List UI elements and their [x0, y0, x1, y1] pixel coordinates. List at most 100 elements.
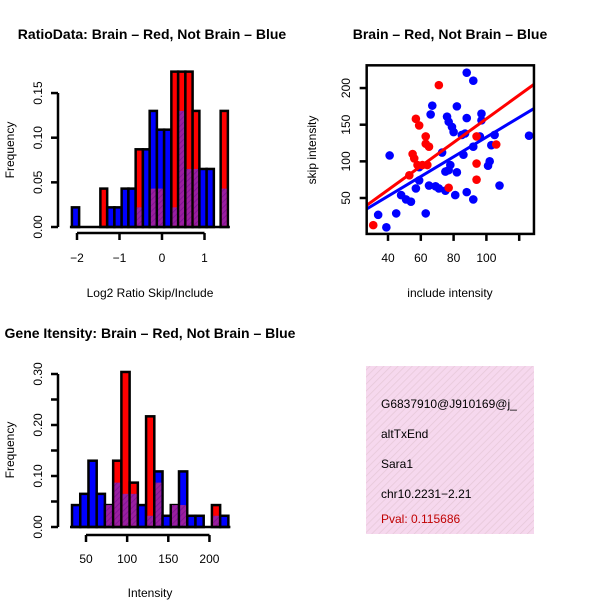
overlap-bar: [179, 110, 185, 226]
not-brain-point: [421, 209, 431, 218]
y-tick-label: 0.15: [31, 81, 45, 105]
brain-point: [491, 140, 501, 149]
y-tick-label: 0.10: [31, 464, 45, 488]
chart-title: Brain – Red, Not Brain – Blue: [353, 26, 548, 42]
not-brain-point: [452, 102, 462, 111]
x-tick-label: 100: [476, 251, 496, 265]
x-tick-label: 200: [199, 552, 219, 566]
brain-point: [434, 80, 444, 90]
not-brain-bar: [194, 514, 205, 529]
plot-box: [365, 64, 536, 236]
gene-intensity-histogram-panel: Gene Itensity: Brain – Red, Not Brain – …: [3, 325, 296, 600]
not-brain-point: [462, 113, 472, 123]
info-id: G6837910@J910169@j_: [381, 397, 517, 411]
overlap-bar: [106, 505, 112, 526]
intensity-scatter-panel: Brain – Red, Not Brain – Blue include in…: [305, 26, 547, 300]
y-tick-label: 50: [339, 191, 353, 205]
y-tick-label: 0.30: [31, 362, 45, 386]
brain-point: [414, 121, 424, 130]
ratio-histogram-panel: RatioData: Brain – Red, Not Brain – Blue…: [3, 26, 286, 300]
overlap-bar: [180, 505, 187, 526]
y-tick-label: 0.10: [31, 126, 45, 150]
overlap-bar: [130, 493, 137, 526]
x-tick-label: 150: [158, 552, 178, 566]
not-brain-point: [524, 131, 534, 140]
info-event-type: altTxEnd: [381, 427, 428, 441]
x-tick-label: −1: [113, 251, 127, 265]
not-brain-bar: [205, 167, 216, 229]
not-brain-bar: [70, 206, 81, 229]
x-tick-label: 40: [381, 251, 395, 265]
not-brain-point: [411, 184, 421, 193]
x-axis-label: Log2 Ratio Skip/Include: [87, 286, 214, 300]
brain-point: [421, 132, 431, 141]
brain-fit-line: [365, 83, 535, 207]
brain-point: [444, 183, 453, 193]
chart-title: Gene Itensity: Brain – Red, Not Brain – …: [5, 325, 296, 341]
not-brain-point: [468, 76, 478, 86]
info-pval: Pval: 0.115686: [381, 512, 460, 526]
not-brain-point: [427, 101, 437, 110]
not-brain-point: [449, 127, 458, 137]
overlap-bar: [150, 188, 156, 226]
y-axis-label: Frequency: [3, 122, 17, 179]
x-axis-label: Intensity: [128, 586, 173, 600]
overlap-bar: [122, 493, 129, 526]
y-tick-label: 0.20: [31, 413, 45, 437]
not-brain-point: [424, 181, 434, 190]
brain-point: [368, 220, 378, 230]
x-tick-label: 0: [159, 251, 166, 265]
chart-title: RatioData: Brain – Red, Not Brain – Blue: [18, 26, 287, 42]
info-location: chr10.2231−2.21: [381, 487, 472, 501]
overlap-bar: [213, 515, 219, 526]
overlap-bar: [193, 168, 199, 226]
not-brain-point: [373, 210, 383, 220]
not-brain-point: [450, 190, 460, 200]
brain-point: [411, 114, 421, 124]
not-brain-point: [495, 181, 504, 190]
not-brain-point: [462, 68, 472, 77]
info-gene: Sara1: [381, 457, 413, 471]
not-brain-point: [468, 195, 478, 204]
not-brain-point: [434, 184, 444, 193]
not-brain-point: [483, 161, 493, 171]
overlap-bar: [158, 188, 163, 226]
not-brain-point: [452, 168, 462, 177]
overlap-bar: [136, 207, 142, 226]
info-panel: G6837910@J910169@j_ altTxEnd Sara1 chr10…: [366, 366, 534, 534]
y-tick-label: 150: [339, 114, 353, 134]
not-brain-point: [382, 223, 391, 232]
x-tick-label: 60: [414, 251, 428, 265]
overlap-bar: [221, 188, 227, 226]
y-tick-label: 0.00: [31, 515, 45, 539]
y-tick-label: 0.05: [31, 170, 45, 194]
x-tick-label: −2: [70, 251, 84, 265]
y-tick-label: 200: [339, 78, 353, 98]
y-axis-label: Frequency: [3, 422, 17, 479]
x-tick-label: 100: [117, 552, 137, 566]
x-tick-label: 80: [447, 251, 461, 265]
x-axis-label: include intensity: [407, 286, 492, 300]
not-brain-point: [462, 187, 472, 197]
overlap-bar: [186, 168, 192, 226]
info-box: [366, 366, 534, 534]
brain-point: [409, 154, 419, 163]
overlap-bar: [172, 207, 177, 226]
x-tick-label: 1: [201, 251, 208, 265]
not-brain-bar: [218, 514, 230, 529]
not-brain-point: [444, 165, 453, 175]
y-tick-label: 0.00: [31, 215, 45, 239]
not-brain-fit-line: [365, 107, 535, 211]
x-tick-label: 50: [79, 552, 93, 566]
not-brain-point: [406, 197, 416, 206]
not-brain-point: [426, 110, 435, 119]
overlap-bar: [155, 482, 162, 526]
overlap-bar: [171, 505, 178, 526]
brain-point: [472, 175, 481, 184]
not-brain-point: [385, 151, 394, 160]
y-tick-label: 100: [339, 151, 353, 171]
brain-point: [472, 132, 481, 141]
brain-point: [472, 159, 481, 168]
not-brain-point: [391, 209, 401, 218]
